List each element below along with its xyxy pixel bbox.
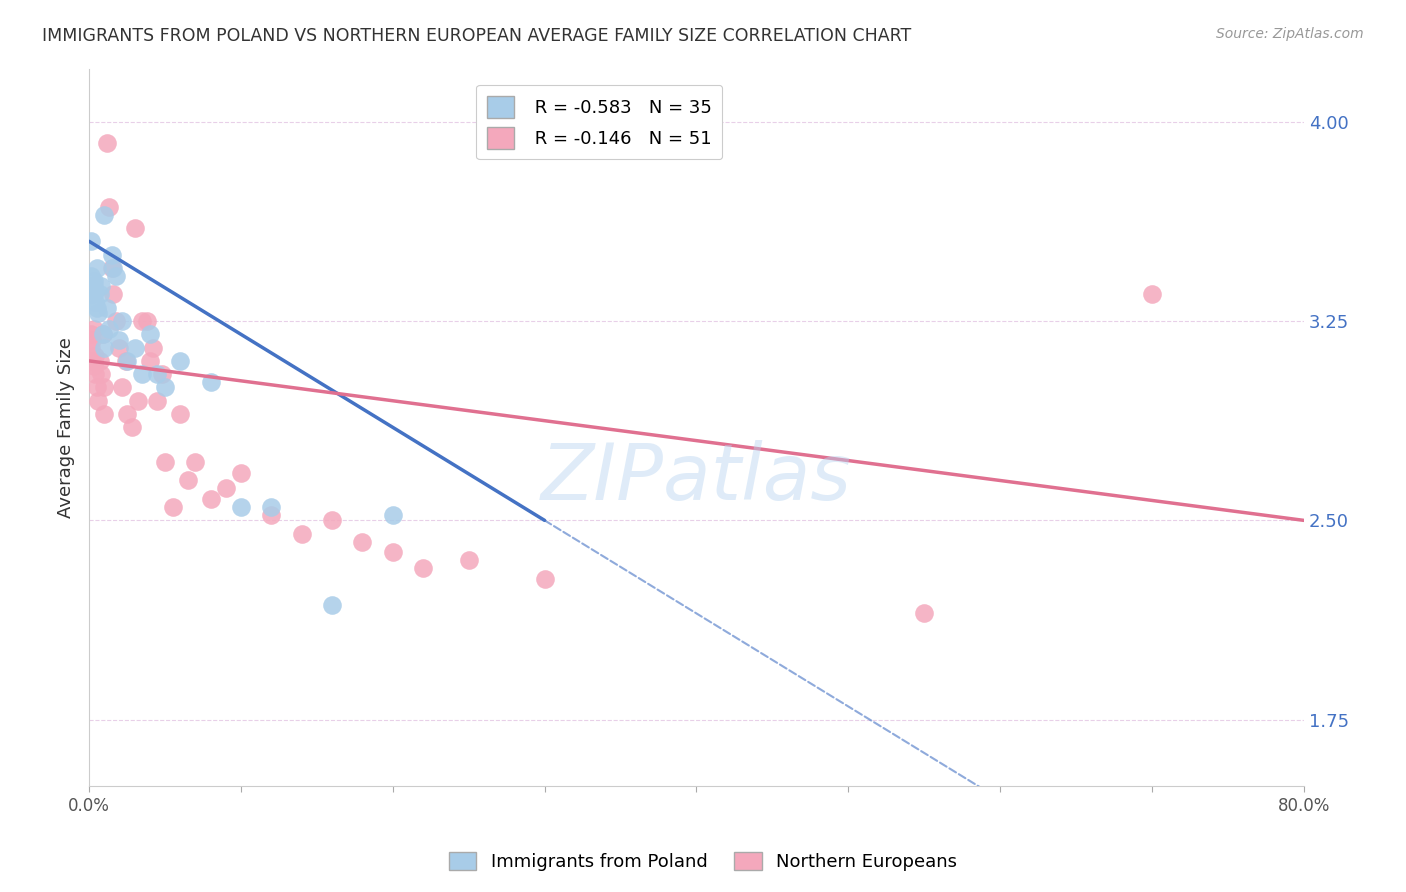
Point bbox=[96, 136, 118, 150]
Point bbox=[96, 301, 118, 315]
Point bbox=[457, 553, 479, 567]
Point bbox=[260, 508, 283, 522]
Point bbox=[97, 200, 120, 214]
Point bbox=[124, 341, 146, 355]
Point bbox=[108, 333, 131, 347]
Point bbox=[83, 359, 105, 374]
Point bbox=[82, 354, 104, 368]
Point bbox=[115, 354, 138, 368]
Point bbox=[91, 327, 114, 342]
Point bbox=[111, 314, 134, 328]
Point bbox=[321, 599, 343, 613]
Point bbox=[90, 279, 112, 293]
Point bbox=[84, 295, 107, 310]
Point bbox=[114, 354, 136, 368]
Text: ZIPatlas: ZIPatlas bbox=[541, 440, 852, 516]
Point bbox=[124, 221, 146, 235]
Point bbox=[84, 367, 107, 381]
Point bbox=[412, 561, 434, 575]
Point bbox=[93, 407, 115, 421]
Point bbox=[87, 306, 110, 320]
Point bbox=[91, 327, 114, 342]
Point bbox=[381, 508, 404, 522]
Text: IMMIGRANTS FROM POLAND VS NORTHERN EUROPEAN AVERAGE FAMILY SIZE CORRELATION CHAR: IMMIGRANTS FROM POLAND VS NORTHERN EUROP… bbox=[42, 27, 911, 45]
Point bbox=[83, 274, 105, 288]
Point bbox=[82, 333, 104, 347]
Point bbox=[184, 455, 207, 469]
Point bbox=[108, 341, 131, 355]
Point bbox=[215, 482, 238, 496]
Point bbox=[84, 285, 107, 299]
Point bbox=[83, 322, 105, 336]
Point bbox=[84, 349, 107, 363]
Point bbox=[105, 268, 128, 283]
Point bbox=[352, 534, 374, 549]
Point bbox=[146, 393, 169, 408]
Point bbox=[291, 526, 314, 541]
Point bbox=[135, 314, 157, 328]
Point bbox=[90, 367, 112, 381]
Point bbox=[79, 327, 101, 342]
Point bbox=[82, 287, 104, 301]
Point bbox=[101, 260, 124, 275]
Point bbox=[260, 500, 283, 514]
Legend:  R = -0.583   N = 35,  R = -0.146   N = 51: R = -0.583 N = 35, R = -0.146 N = 51 bbox=[477, 85, 723, 160]
Point bbox=[142, 341, 165, 355]
Point bbox=[150, 367, 173, 381]
Point bbox=[229, 500, 252, 514]
Point bbox=[105, 314, 128, 328]
Point bbox=[131, 367, 153, 381]
Point bbox=[83, 279, 105, 293]
Point bbox=[200, 375, 222, 389]
Point bbox=[103, 287, 125, 301]
Point bbox=[200, 492, 222, 507]
Point bbox=[93, 208, 115, 222]
Point bbox=[177, 474, 200, 488]
Point bbox=[169, 407, 191, 421]
Point bbox=[229, 466, 252, 480]
Point bbox=[533, 572, 555, 586]
Point bbox=[139, 354, 162, 368]
Point bbox=[86, 380, 108, 394]
Point bbox=[93, 380, 115, 394]
Point bbox=[93, 341, 115, 355]
Point bbox=[111, 380, 134, 394]
Point bbox=[82, 279, 104, 293]
Point bbox=[79, 341, 101, 355]
Point bbox=[127, 393, 149, 408]
Point bbox=[97, 322, 120, 336]
Y-axis label: Average Family Size: Average Family Size bbox=[58, 337, 75, 517]
Point bbox=[103, 260, 125, 275]
Point bbox=[381, 545, 404, 559]
Point bbox=[86, 301, 108, 315]
Point bbox=[139, 327, 162, 342]
Point bbox=[121, 420, 143, 434]
Text: Source: ZipAtlas.com: Source: ZipAtlas.com bbox=[1216, 27, 1364, 41]
Point bbox=[169, 354, 191, 368]
Point bbox=[912, 607, 935, 621]
Point bbox=[153, 455, 176, 469]
Point bbox=[131, 314, 153, 328]
Point bbox=[321, 513, 343, 527]
Legend: Immigrants from Poland, Northern Europeans: Immigrants from Poland, Northern Europea… bbox=[441, 845, 965, 879]
Point bbox=[101, 247, 124, 261]
Point bbox=[89, 287, 111, 301]
Point bbox=[1140, 287, 1163, 301]
Point bbox=[79, 268, 101, 283]
Point bbox=[86, 260, 108, 275]
Point bbox=[162, 500, 184, 514]
Point bbox=[89, 354, 111, 368]
Point bbox=[87, 393, 110, 408]
Point bbox=[146, 367, 169, 381]
Point bbox=[115, 407, 138, 421]
Point bbox=[79, 234, 101, 248]
Point bbox=[153, 380, 176, 394]
